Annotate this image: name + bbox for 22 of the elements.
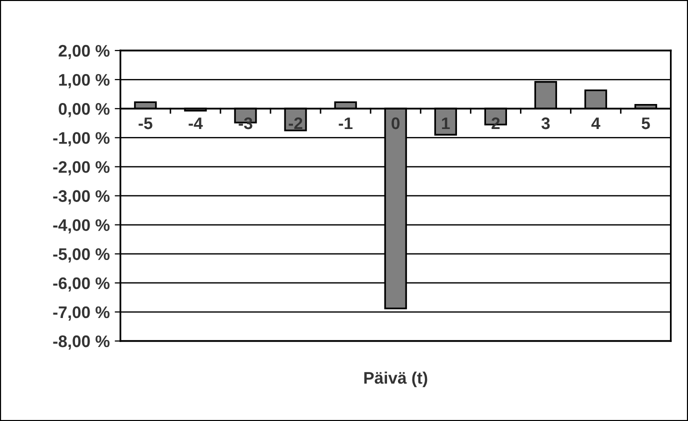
x-tick-label: 2 [492,117,500,130]
y-tick-label: -8,00 % [53,335,110,350]
y-tick-label: -1,00 % [53,132,110,146]
y-tick-label: 2,00 % [58,44,110,60]
x-tick-label: 4 [591,118,600,130]
x-tick-label: 1 [442,118,450,130]
y-tick-label: -4,00 % [53,219,110,234]
y-tick-label: 0,00 % [58,103,110,118]
x-tick-label: 3 [541,117,550,130]
y-tick-label: -5,00 % [53,248,110,262]
x-axis-title: Päivä (t) [364,372,428,388]
x-tick-label: 5 [642,118,650,130]
y-tick-label: -6,00 % [53,277,110,292]
x-tick-label: 0 [392,117,400,130]
x-tick-label: -2 [288,117,302,130]
y-tick-label: -7,00 % [53,306,110,321]
x-tick-label: -1 [338,118,353,130]
y-tick-label: -2,00 % [53,161,110,176]
y-tick-label: 1,00 % [59,74,110,88]
x-tick-label: -5 [138,118,152,130]
y-tick-label: -3,00 % [53,190,110,204]
x-tick-label: -4 [188,118,203,130]
